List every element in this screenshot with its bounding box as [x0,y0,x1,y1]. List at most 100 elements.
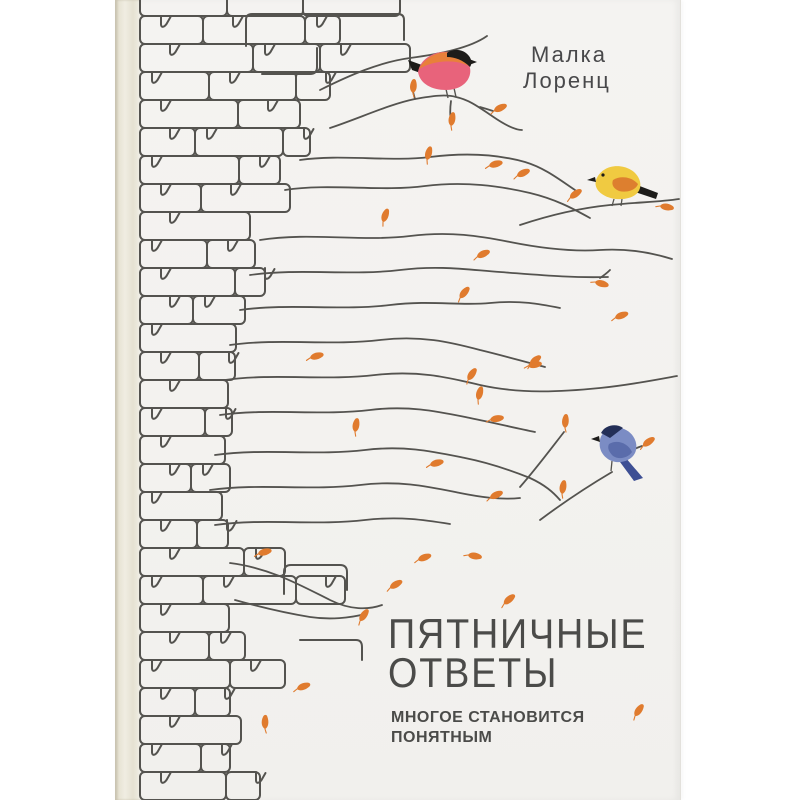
brick [192,295,246,325]
leaf-icon [637,434,657,452]
brick [252,43,321,73]
brick [139,715,242,745]
branch [519,431,565,488]
brick-tail [169,43,181,56]
branch [209,482,521,500]
brick [139,323,237,353]
brick [139,0,228,17]
brick-tail [160,99,172,112]
brick [139,743,202,773]
branch [284,183,591,219]
brick-tail [151,323,163,336]
leaf-icon [377,207,392,228]
brick [208,71,297,101]
brick-tail [169,463,181,476]
brick [139,295,194,325]
brick-tail [160,435,172,448]
tree-branches [209,35,680,620]
brick-tail [221,743,233,756]
leaf-icon [291,680,312,694]
brick-tail [169,295,181,308]
branch [219,407,536,433]
brick [139,267,236,297]
brick-tail [220,631,232,644]
title-line2: ОТВЕТЫ [388,649,559,696]
brick-tail [169,631,181,644]
brick-tail [226,519,238,532]
brick [139,155,240,185]
brick [139,43,254,73]
brick-tail [151,743,163,756]
brick [139,603,230,633]
brick [139,659,231,689]
branch [259,233,673,260]
brick-tail [169,379,181,392]
brick-tail [223,575,235,588]
brick-tail [160,687,172,700]
brick [139,99,239,129]
branch [234,599,366,620]
branch [319,35,488,91]
brick-tail [224,687,236,700]
brick-tail [169,211,181,224]
brick [139,15,204,45]
brick-tail [160,771,172,784]
branch [214,517,451,526]
leaf-icon [446,110,458,132]
brick [282,127,311,157]
brick-fragment [299,639,363,661]
brick-tail [267,99,279,112]
leaf-icon [560,413,570,433]
brick [295,575,346,605]
bullfinch-bird-icon [408,49,477,99]
book-subtitle: МНОГОЕ СТАНОВИТСЯ ПОНЯТНЫМ [391,708,585,748]
brick-tail [340,43,352,56]
brick-tail [169,127,181,140]
cover-illustration [139,0,680,800]
leaf-icon [304,350,325,363]
leaf-icon [350,416,362,438]
brick-tail [204,295,216,308]
brick [202,575,297,605]
brick-fragment [283,564,348,595]
brick-tail [250,659,262,672]
leaf-icon [589,276,611,290]
branch [249,266,609,279]
branch [539,471,613,521]
brick-tail [232,15,244,28]
brick-tail [151,239,163,252]
brick [229,659,286,689]
brick-tail [206,127,218,140]
leaf-icon [412,551,433,565]
brick-tail [169,715,181,728]
author-line2: Лоренц [523,68,611,93]
brick-tail [228,351,240,364]
leaf-icon [471,247,492,263]
brick-tail [316,15,328,28]
book-spine [115,0,141,800]
leaf-icon [384,577,405,594]
leaf-icon [484,488,505,504]
brick [234,267,266,297]
leaf-icon [424,457,445,470]
brick-tail [160,15,172,28]
brick-tail [325,575,337,588]
brick [319,43,411,73]
brick [139,575,204,605]
leaf-icon [629,701,647,722]
brick-tail [227,239,239,252]
brick-tail [151,155,163,168]
leaf-icon [472,384,486,406]
branch [214,447,561,501]
brick-tail [169,547,181,560]
branch [519,198,680,226]
yellow-bird-icon [587,166,658,207]
leaf-icon [462,550,484,562]
brick [139,631,210,661]
brick-tail [160,267,172,280]
brick [295,71,331,101]
branch [329,94,523,131]
brick-tail [325,71,337,84]
subtitle-line1: МНОГОЕ СТАНОВИТСЯ [391,709,585,726]
brick-tail [202,463,214,476]
